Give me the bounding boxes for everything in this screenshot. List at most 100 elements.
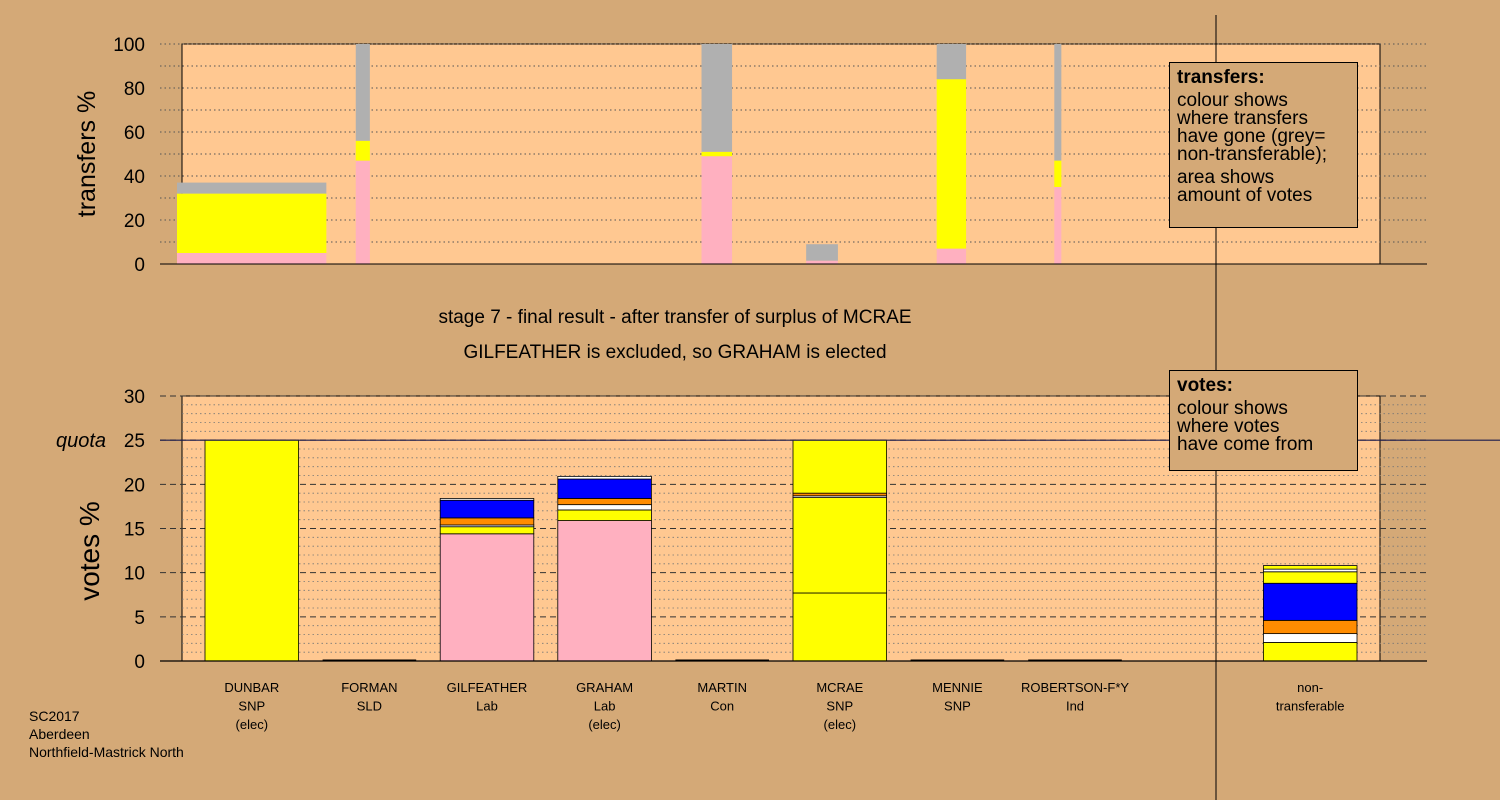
transfers-tick-label: 60	[124, 123, 145, 144]
candidate-label-line: MCRAE	[816, 680, 863, 695]
stage-title: stage 7 - final result - after transfer …	[438, 307, 911, 328]
vote-bar-empty	[910, 659, 1005, 661]
candidate-label-line: (elec)	[824, 717, 857, 732]
vote-segment	[1263, 565, 1358, 570]
transfers-tick-label: 40	[124, 167, 145, 188]
transfers-tick-label: 20	[124, 211, 145, 232]
votes-tick-label: 10	[124, 564, 145, 585]
vote-segment	[1263, 582, 1358, 621]
vote-segment	[557, 509, 652, 521]
votes-legend-line: colour shows	[1177, 398, 1288, 419]
votes-tick-label: 15	[124, 520, 145, 541]
vote-segment	[557, 475, 652, 480]
candidate-label-line: Ind	[1066, 699, 1084, 714]
vote-segment	[439, 499, 535, 519]
candidate-label-line: transferable	[1276, 699, 1345, 714]
transfers-legend-line: area shows	[1177, 167, 1275, 188]
transfers-legend-line: amount of votes	[1177, 185, 1313, 206]
transfer-segment	[806, 260, 838, 264]
vote-segment	[557, 478, 652, 499]
votes-tick-label: 20	[124, 475, 145, 496]
quota-label: quota	[56, 430, 106, 452]
candidate-label-line: SLD	[357, 699, 382, 714]
votes-y-ticks: 0 5 10 15 20 25 30	[124, 387, 145, 673]
transfer-segment	[936, 44, 967, 80]
transfer-segment	[355, 160, 370, 264]
candidate-label-line: FORMAN	[341, 680, 397, 695]
candidate-label-line: SNP	[944, 699, 971, 714]
transfer-segment	[1054, 187, 1062, 264]
footer-ward: Northfield-Mastrick North	[29, 744, 184, 760]
candidate-label-line: Lab	[476, 699, 498, 714]
footer-election: SC2017	[29, 708, 80, 724]
transfers-legend-line: non-transferable);	[1177, 144, 1327, 165]
transfers-legend-line: have gone (grey=	[1177, 126, 1326, 147]
footer-council: Aberdeen	[29, 726, 90, 742]
vote-bar-empty	[1028, 659, 1122, 661]
transfer-segment	[177, 182, 327, 194]
candidate-label-line: GILFEATHER	[447, 680, 528, 695]
transfer-segment	[355, 44, 370, 141]
candidate-label-line: GRAHAM	[576, 680, 633, 695]
vote-segment	[1263, 642, 1358, 662]
transfer-segment	[806, 244, 838, 261]
transfers-legend-heading: transfers:	[1177, 67, 1265, 88]
vote-segment	[792, 497, 887, 594]
vote-segment	[792, 439, 887, 494]
vote-segment	[792, 592, 887, 662]
transfer-segment	[177, 193, 327, 253]
candidate-label-line: Con	[710, 699, 734, 714]
votes-y-label: votes %	[74, 501, 105, 601]
vote-segment	[557, 504, 652, 511]
transfers-y-ticks: 0 20 40 60 80 100	[113, 35, 145, 276]
candidate-label-line: (elec)	[236, 717, 269, 732]
constituency-footer: SC2017 Aberdeen Northfield-Mastrick Nort…	[29, 707, 184, 761]
transfer-segment	[701, 156, 733, 264]
vote-segment	[1263, 619, 1358, 635]
votes-tick-label: 30	[124, 387, 145, 408]
transfers-tick-label: 80	[124, 79, 145, 100]
vote-segment	[439, 533, 535, 662]
vote-bars	[204, 439, 1358, 662]
candidate-label-line: MENNIE	[932, 680, 983, 695]
vote-segment	[439, 498, 535, 501]
votes-tick-label: 25	[124, 431, 145, 452]
transfers-tick-label: 0	[134, 255, 145, 276]
candidate-label-line: ROBERTSON-F*Y	[1021, 680, 1129, 695]
candidate-label-line: MARTIN	[697, 680, 747, 695]
votes-legend-line: where votes	[1177, 416, 1280, 437]
transfers-legend-line: colour shows	[1177, 90, 1288, 111]
transfers-legend: transfers: colour shows where transfers …	[1169, 62, 1358, 228]
stage-subtitle: GILFEATHER is excluded, so GRAHAM is ele…	[463, 342, 886, 363]
transfer-segment	[1054, 44, 1062, 161]
candidate-labels: DUNBAR SNP (elec) FORMAN SLD GILFEATHER Lab GRA…	[224, 680, 1344, 732]
candidate-label-line: non-	[1297, 680, 1323, 695]
transfer-segment	[177, 253, 327, 264]
transfer-bars	[177, 44, 1062, 264]
votes-legend: votes: colour shows where votes have com…	[1169, 370, 1358, 471]
transfer-segment	[355, 140, 370, 161]
candidate-label-line: SNP	[826, 699, 853, 714]
vote-segment	[1263, 633, 1358, 643]
votes-tick-label: 0	[134, 652, 145, 673]
candidate-label-line: DUNBAR	[224, 680, 279, 695]
candidate-label-line: SNP	[238, 699, 265, 714]
vote-segment	[1263, 571, 1358, 584]
vote-segment	[557, 520, 652, 662]
votes-legend-heading: votes:	[1177, 375, 1233, 396]
vote-bar-empty	[675, 659, 769, 661]
candidate-label-line: (elec)	[588, 717, 621, 732]
transfer-segment	[701, 44, 733, 152]
transfer-segment	[936, 248, 967, 264]
transfers-legend-line: where transfers	[1177, 108, 1308, 129]
transfer-segment	[936, 79, 967, 249]
votes-tick-label: 5	[134, 608, 145, 629]
votes-legend-line: have come from	[1177, 434, 1314, 455]
candidate-label-line: Lab	[594, 699, 616, 714]
vote-bar-empty	[322, 659, 417, 661]
vote-segment	[439, 526, 535, 535]
transfer-segment	[701, 151, 733, 157]
vote-segment	[557, 498, 652, 506]
vote-segment	[204, 439, 299, 662]
transfers-y-label: transfers %	[73, 91, 101, 217]
